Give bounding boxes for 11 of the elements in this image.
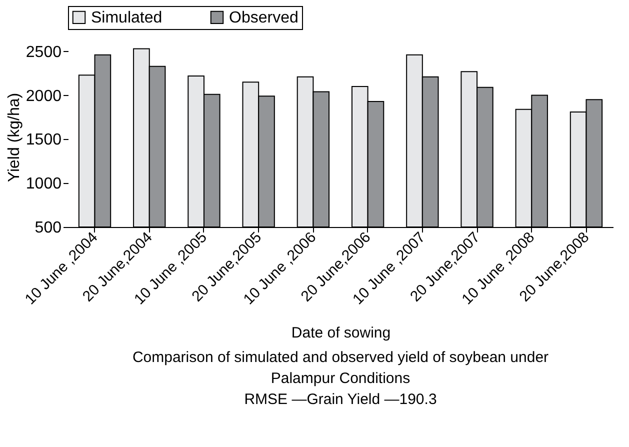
y-tick-label: 2000 <box>26 88 62 105</box>
y-tick-label: 1000 <box>26 176 62 193</box>
text: Comparison of simulated and observed yield of soybean under Palampur Conditions <box>132 348 549 387</box>
x-axis-title: Date of sowing <box>291 324 391 342</box>
legend-label: Simulated <box>91 9 162 26</box>
text: RMSE —Grain Yield —190.3 <box>244 390 437 408</box>
y-axis-title: Yield (kg/ha) <box>6 92 23 182</box>
y-tick-label: 2500 <box>26 44 62 61</box>
legend-label: Observed <box>229 9 298 26</box>
y-tick-label: 500 <box>34 220 62 236</box>
y-tick-label: 1500 <box>26 132 62 149</box>
